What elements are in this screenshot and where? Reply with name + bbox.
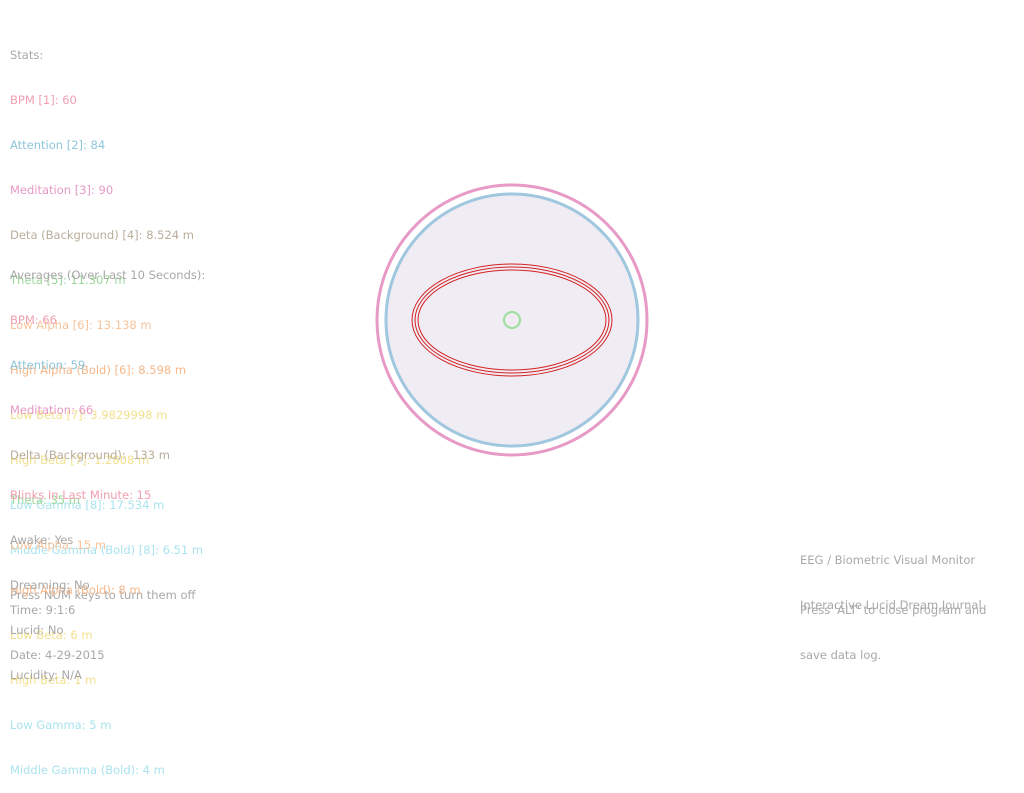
exit-hint-line2: save data log. [800, 648, 882, 662]
averages-heading: Averages (Over Last 10 Seconds): [10, 268, 206, 282]
avg-meditation: Meditation: 66 [10, 403, 94, 417]
stat-meditation: Meditation [3]: 90 [10, 183, 114, 197]
wave-ellipse-2 [414, 266, 610, 374]
avg-delta: Delta (Background): 133 m [10, 448, 170, 462]
stat-theta: Theta [5]: 11.307 m [10, 273, 126, 287]
app-info: EEG / Biometric Visual Monitor Interacti… [800, 523, 982, 628]
avg-low-alpha: Low Alpha: 15 m [10, 538, 107, 552]
meter-disc [384, 192, 640, 448]
avg-high-alpha: High Alpha (Bold): 8 m [10, 583, 141, 597]
avg-low-gamma: Low Gamma: 5 m [10, 718, 112, 732]
stats-hint: Press NUM keys to turn them off [10, 588, 196, 602]
date-readout: Date: 4-29-2015 [10, 648, 105, 662]
avg-middle-gamma: Middle Gamma (Bold): 4 m [10, 763, 165, 777]
status-blinks: Blinks In Last Minute: 15 [10, 488, 152, 502]
biometric-visual [375, 183, 649, 457]
stat-low-alpha: Low Alpha [6]: 13.138 m [10, 318, 152, 332]
stat-attention: Attention [2]: 84 [10, 138, 106, 152]
avg-theta: Theta: 35 m [10, 493, 80, 507]
wave-ellipse-3 [417, 269, 607, 371]
exit-hint-line1: Press 'ALT' to close program and [800, 603, 987, 617]
outer-ring [375, 183, 649, 457]
exit-info: Press 'ALT' to close program and save da… [800, 573, 986, 678]
wave-ellipse-1 [411, 263, 613, 377]
stats-heading: Stats: [10, 48, 44, 62]
app-subtitle: Interactive Lucid Dream Journal [800, 598, 982, 612]
avg-low-beta: Low Beta: 6 m [10, 628, 93, 642]
app-title: EEG / Biometric Visual Monitor [800, 553, 976, 567]
stat-middle-gamma: Middle Gamma (Bold) [8]: 6.51 m [10, 543, 204, 557]
time-panel: Time: 9:1:6 Date: 4-29-2015 [10, 573, 105, 678]
stat-bpm: BPM [1]: 60 [10, 93, 77, 107]
stats-panel: Stats: BPM [1]: 60 Attention [2]: 84 Med… [10, 18, 203, 618]
avg-bpm: BPM: 66 [10, 313, 57, 327]
stat-low-beta: Low Beta [7]: 3.9829998 m [10, 408, 168, 422]
stat-high-alpha: High Alpha (Bold) [6]: 8.598 m [10, 363, 187, 377]
center-dot [503, 311, 521, 329]
status-awake: Awake: Yes [10, 533, 74, 547]
status-lucid: Lucid: No [10, 623, 64, 637]
status-dreaming: Dreaming: No [10, 578, 90, 592]
stat-delta: Deta (Background) [4]: 8.524 m [10, 228, 194, 242]
avg-attention: Attention: 59 [10, 358, 86, 372]
stat-high-beta: High Beta [7]: 1.2808 m [10, 453, 150, 467]
time-readout: Time: 9:1:6 [10, 603, 76, 617]
stat-low-gamma: Low Gamma [8]: 17.534 m [10, 498, 165, 512]
